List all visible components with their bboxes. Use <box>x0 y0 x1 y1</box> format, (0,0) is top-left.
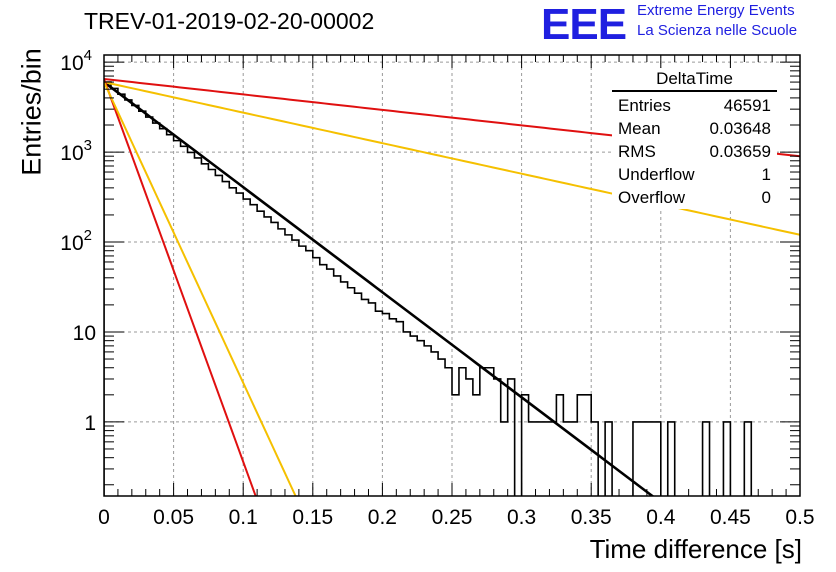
stats-row: RMS 0.03659 <box>612 140 777 163</box>
x-tick-label: 0.5 <box>785 506 814 529</box>
y-tick-label: 1 <box>84 412 96 435</box>
y-tick-label: 104 <box>60 47 92 75</box>
stats-label: RMS <box>618 142 656 161</box>
fit-line-0 <box>104 81 655 496</box>
x-tick-label: 0.35 <box>571 506 612 529</box>
fit-line-3 <box>104 78 257 496</box>
stats-value: 0.03648 <box>709 119 771 138</box>
stats-row: Mean 0.03648 <box>612 117 777 140</box>
fit-line-4 <box>104 81 297 496</box>
stats-row: Entries 46591 <box>612 94 777 117</box>
y-axis-label: Entries/bin <box>16 48 47 176</box>
stats-label: Entries <box>618 96 671 115</box>
x-tick-label: 0.2 <box>368 506 397 529</box>
fit-line-2 <box>104 81 800 236</box>
x-tick-label: 0.05 <box>153 506 194 529</box>
stats-box: DeltaTime Entries 46591 Mean 0.03648 RMS 0.… <box>612 68 777 209</box>
stats-value: 46591 <box>723 96 771 115</box>
x-tick-label: 0.1 <box>229 506 258 529</box>
x-tick-label: 0 <box>98 506 110 529</box>
x-tick-label: 0.25 <box>432 506 473 529</box>
stats-row: Underflow 1 <box>612 163 777 186</box>
stats-value: 1 <box>761 165 771 184</box>
stats-label: Mean <box>618 119 661 138</box>
x-tick-label: 0.3 <box>507 506 536 529</box>
y-tick-label: 103 <box>60 137 92 165</box>
stats-row: Overflow 0 <box>612 186 777 209</box>
x-tick-label: 0.45 <box>710 506 751 529</box>
y-tick-label: 10 <box>73 322 96 345</box>
x-tick-label: 0.4 <box>646 506 676 529</box>
eee-logo: EEE <box>541 0 627 49</box>
y-tick-label: 102 <box>60 227 92 255</box>
chart-title: TREV-01-2019-02-20-00002 <box>84 8 375 34</box>
x-tick-label: 0.15 <box>292 506 333 529</box>
x-axis-label: Time difference [s] <box>589 534 802 564</box>
stats-label: Overflow <box>618 188 686 207</box>
stats-value: 0 <box>761 188 771 207</box>
histogram-steps <box>104 81 800 496</box>
stats-header: DeltaTime <box>612 68 777 92</box>
stats-value: 0.03659 <box>709 142 771 161</box>
stats-label: Underflow <box>618 165 695 184</box>
logo-line-2: La Scienza nelle Scuole <box>637 22 798 39</box>
axis-ticks: 0 0.05 0.1 0.15 0.2 0.25 0.3 0.35 0.4 0.45 0.5 104 1… <box>60 47 814 529</box>
logo-line-1: Extreme Energy Events <box>637 2 795 19</box>
